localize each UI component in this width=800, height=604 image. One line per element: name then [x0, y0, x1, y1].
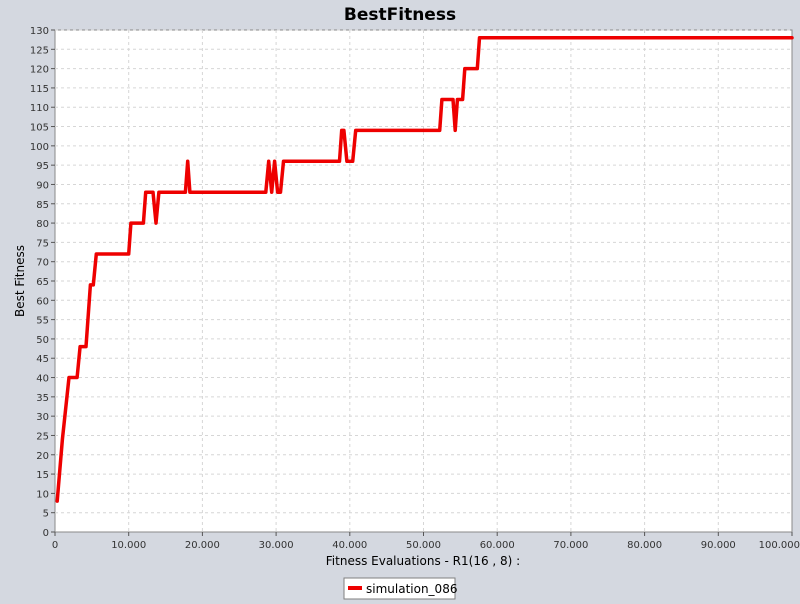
chart-title: BestFitness: [344, 5, 456, 25]
y-tick-label: 40: [36, 374, 49, 385]
x-axis-label: Fitness Evaluations - R1(16 , 8) :: [326, 554, 520, 568]
y-tick-label: 90: [36, 180, 49, 191]
x-tick-label: 20.000: [185, 540, 220, 551]
grid-lines: [55, 29, 792, 532]
y-tick-label: 10: [36, 489, 49, 500]
y-tick-label: 15: [36, 470, 49, 481]
x-tick-label: 60.000: [480, 540, 515, 551]
x-tick-label: 70.000: [553, 540, 588, 551]
axes: 0 5 10 15 20 25 30 35 40 45 50 55 60 65 70 75 80 85 90 95 10…: [30, 26, 800, 551]
y-tick-label: 20: [36, 451, 49, 462]
x-tick-label: 30.000: [259, 540, 294, 551]
x-tick-label: 0: [52, 540, 58, 551]
y-tick-label: 95: [36, 161, 49, 172]
y-tick-label: 75: [36, 238, 49, 249]
y-tick-label: 45: [36, 354, 49, 365]
y-tick-label: 120: [30, 65, 49, 76]
y-tick-label: 25: [36, 431, 49, 442]
series-layer: [55, 35, 794, 503]
y-tick-label: 130: [30, 26, 49, 37]
x-tick-label: 40.000: [332, 540, 367, 551]
y-tick-label: 125: [30, 45, 49, 56]
x-tick-label: 90.000: [701, 540, 736, 551]
y-tick-label: 5: [43, 509, 49, 520]
y-tick-label: 30: [36, 412, 49, 423]
y-tick-label: 35: [36, 393, 49, 404]
y-tick-label: 70: [36, 258, 49, 269]
y-tick-label: 55: [36, 316, 49, 327]
y-axis-label: Best Fitness: [13, 245, 27, 317]
y-tick-label: 100: [30, 142, 49, 153]
y-tick-label: 115: [30, 84, 49, 95]
series-line-simulation-086: [55, 35, 794, 503]
y-tick-label: 105: [30, 123, 49, 134]
legend-box: [343, 577, 456, 600]
y-tick-label: 50: [36, 335, 49, 346]
x-tick-label: 80.000: [627, 540, 662, 551]
y-tick-label: 85: [36, 200, 49, 211]
legend-label-simulation-086: simulation_086: [366, 582, 457, 596]
y-tick-label: 60: [36, 296, 49, 307]
legend: simulation_086: [343, 577, 457, 600]
x-tick-label: 100.000: [759, 540, 800, 551]
x-tick-label: 10.000: [111, 540, 146, 551]
y-tick-label: 0: [43, 528, 49, 539]
x-tick-label: 50.000: [406, 540, 441, 551]
y-tick-label: 65: [36, 277, 49, 288]
y-tick-label: 80: [36, 219, 49, 230]
y-tick-label: 110: [30, 103, 49, 114]
